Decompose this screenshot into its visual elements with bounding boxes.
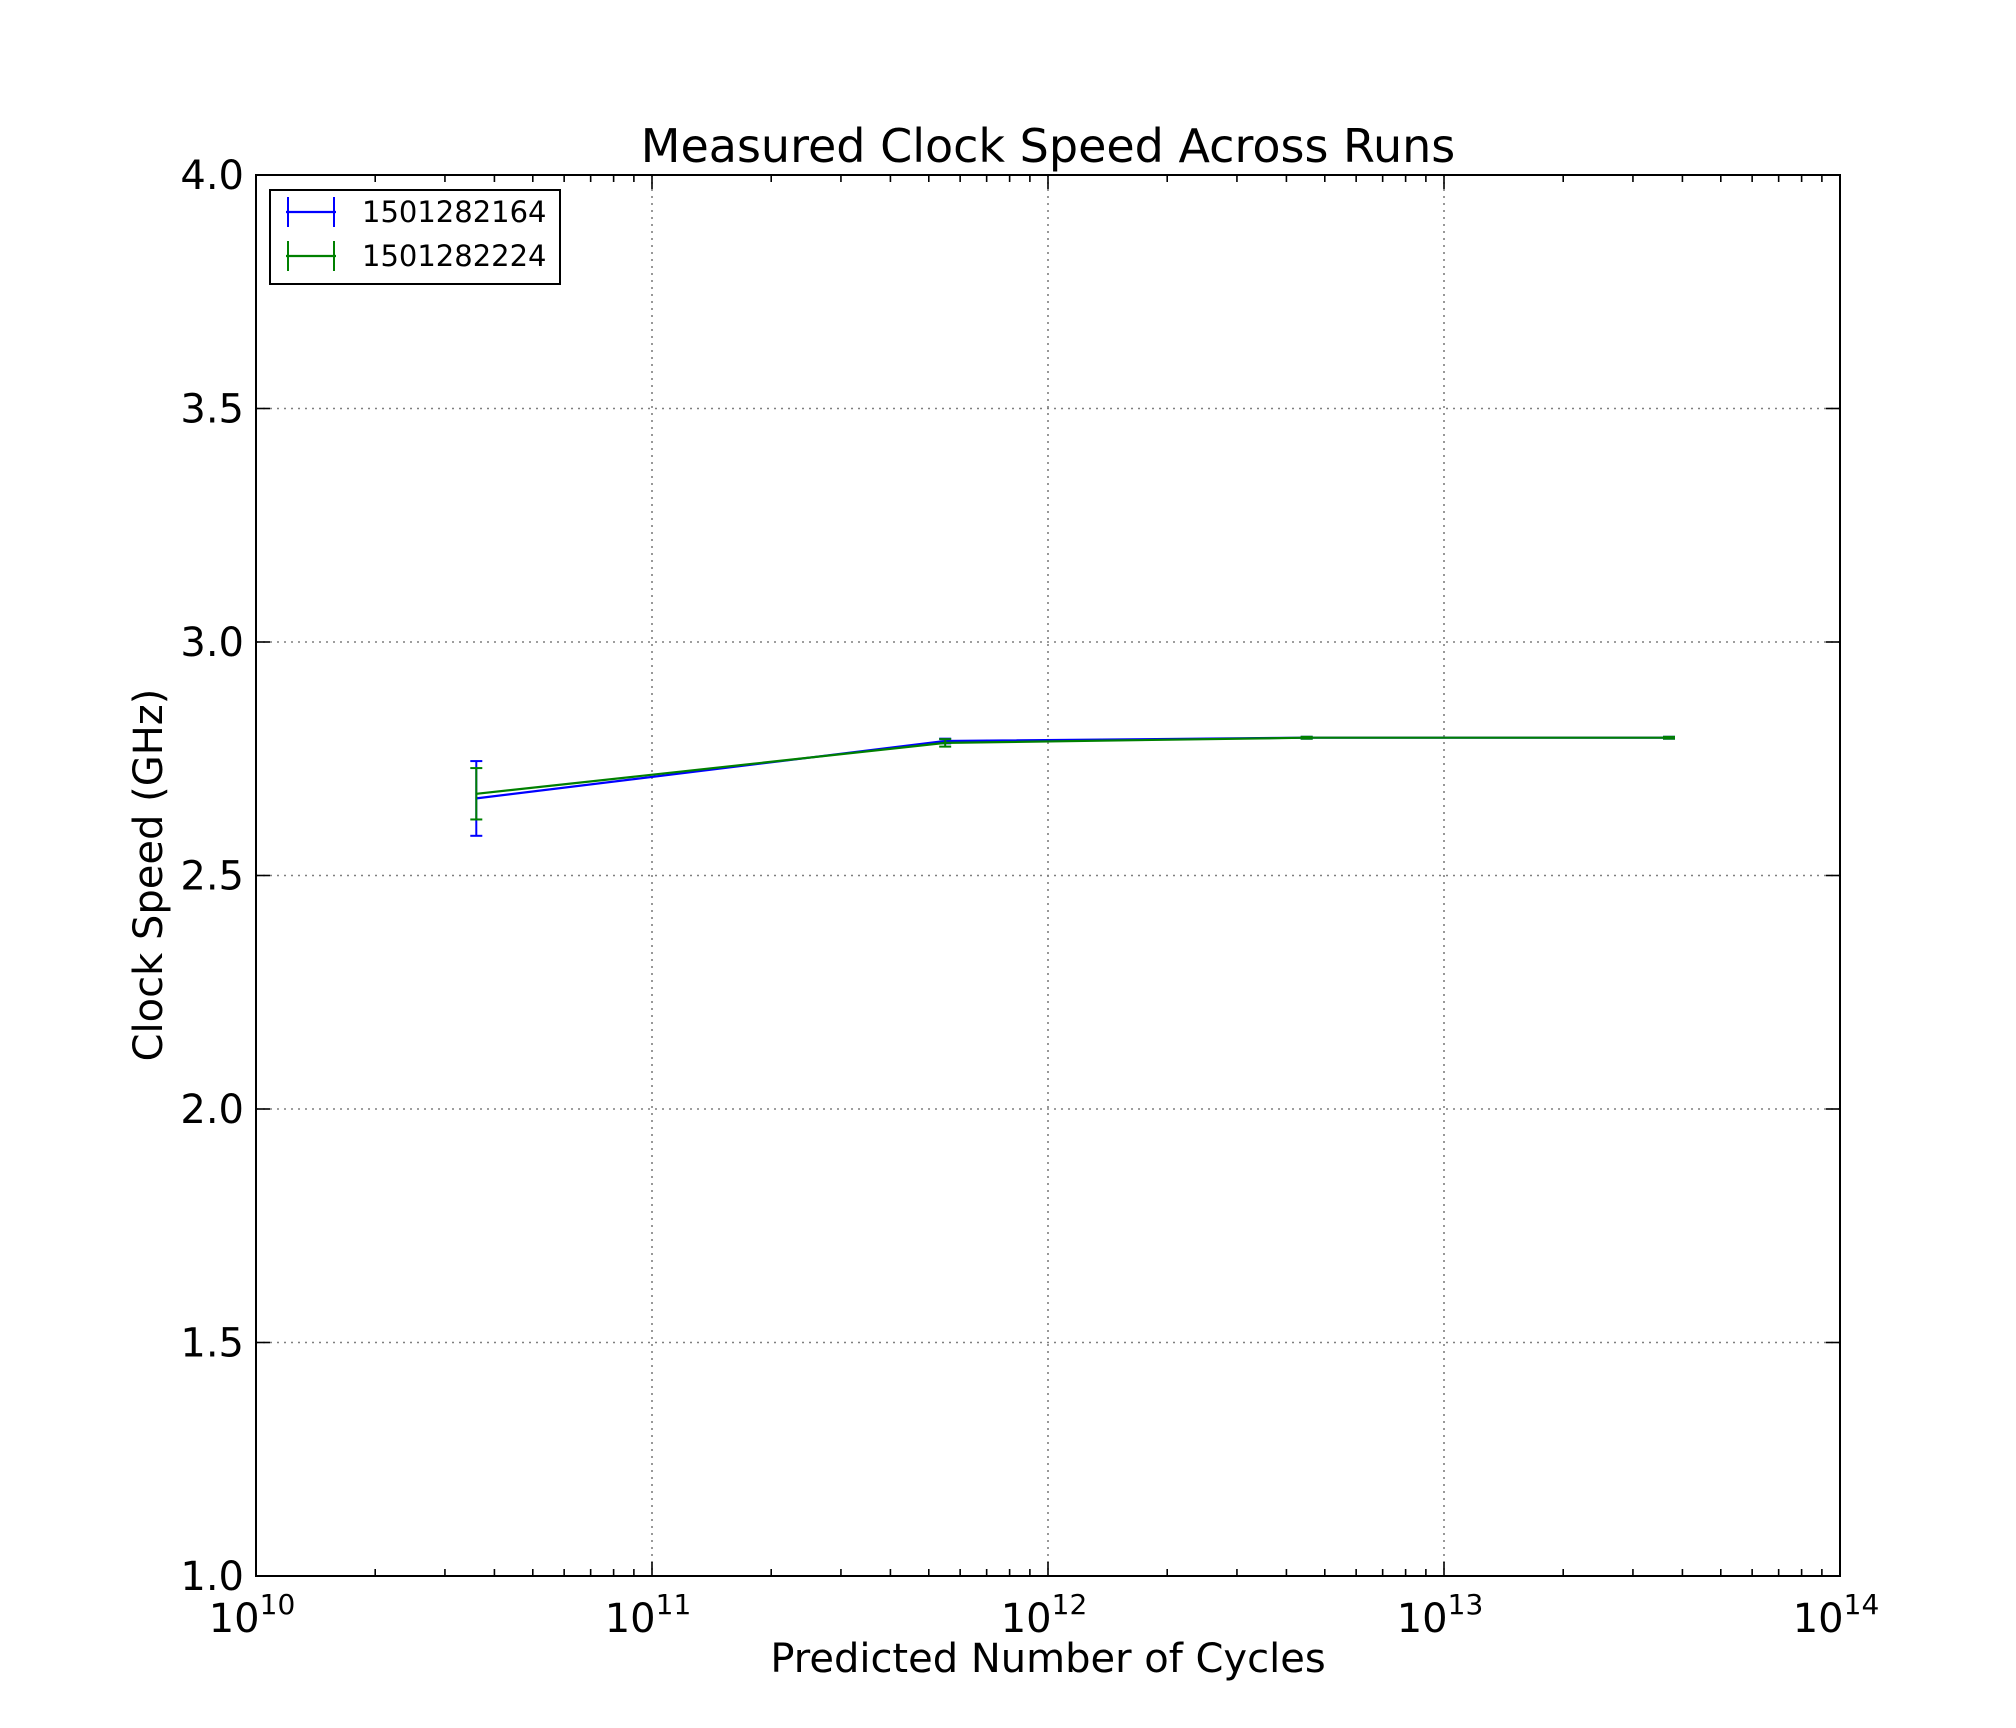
y-tick-label: 3.0 xyxy=(180,620,244,666)
data-series xyxy=(470,735,1676,837)
y-tick-label: 1.0 xyxy=(180,1554,244,1600)
grid-lines xyxy=(256,175,1840,1576)
series-line xyxy=(476,736,1669,795)
chart-title: Measured Clock Speed Across Runs xyxy=(641,119,1455,173)
error-bar xyxy=(939,738,952,748)
errorbar-line-icon xyxy=(286,197,336,227)
y-tick-label: 1.5 xyxy=(180,1321,244,1367)
x-tick-label: 1011 xyxy=(605,1588,692,1642)
error-bar xyxy=(470,767,483,821)
axis-ticks: 1010 1011 1012 1013 1014 1.0 1.5 2.0 2.5 3.0 3.5 4.… xyxy=(180,153,1879,1642)
x-tick-label: 1010 xyxy=(209,1588,296,1642)
legend-label: 1501282164 xyxy=(362,195,547,229)
legend-box xyxy=(269,189,561,285)
errorbar-line-icon xyxy=(286,241,336,271)
legend-items: 1501282164 1501282224 xyxy=(286,195,547,273)
legend-item: 1501282164 xyxy=(286,195,547,229)
y-tick-label: 4.0 xyxy=(180,153,244,199)
y-tick-label: 2.0 xyxy=(180,1087,244,1133)
series-1501282224 xyxy=(470,735,1676,821)
legend: 1501282164 1501282224 xyxy=(269,189,561,285)
y-axis-label: Clock Speed (GHz) xyxy=(126,689,172,1062)
x-tick-label: 1013 xyxy=(1397,1588,1484,1642)
x-axis-label: Predicted Number of Cycles xyxy=(770,1636,1325,1682)
y-tick-label: 2.5 xyxy=(180,854,244,900)
legend-item: 1501282224 xyxy=(286,239,547,273)
x-tick-label: 1012 xyxy=(1001,1588,1088,1642)
error-bar xyxy=(1663,735,1676,740)
error-bar xyxy=(1300,735,1313,740)
legend-label: 1501282224 xyxy=(362,239,547,273)
x-tick-label: 1014 xyxy=(1793,1588,1880,1642)
y-tick-label: 3.5 xyxy=(180,387,244,433)
